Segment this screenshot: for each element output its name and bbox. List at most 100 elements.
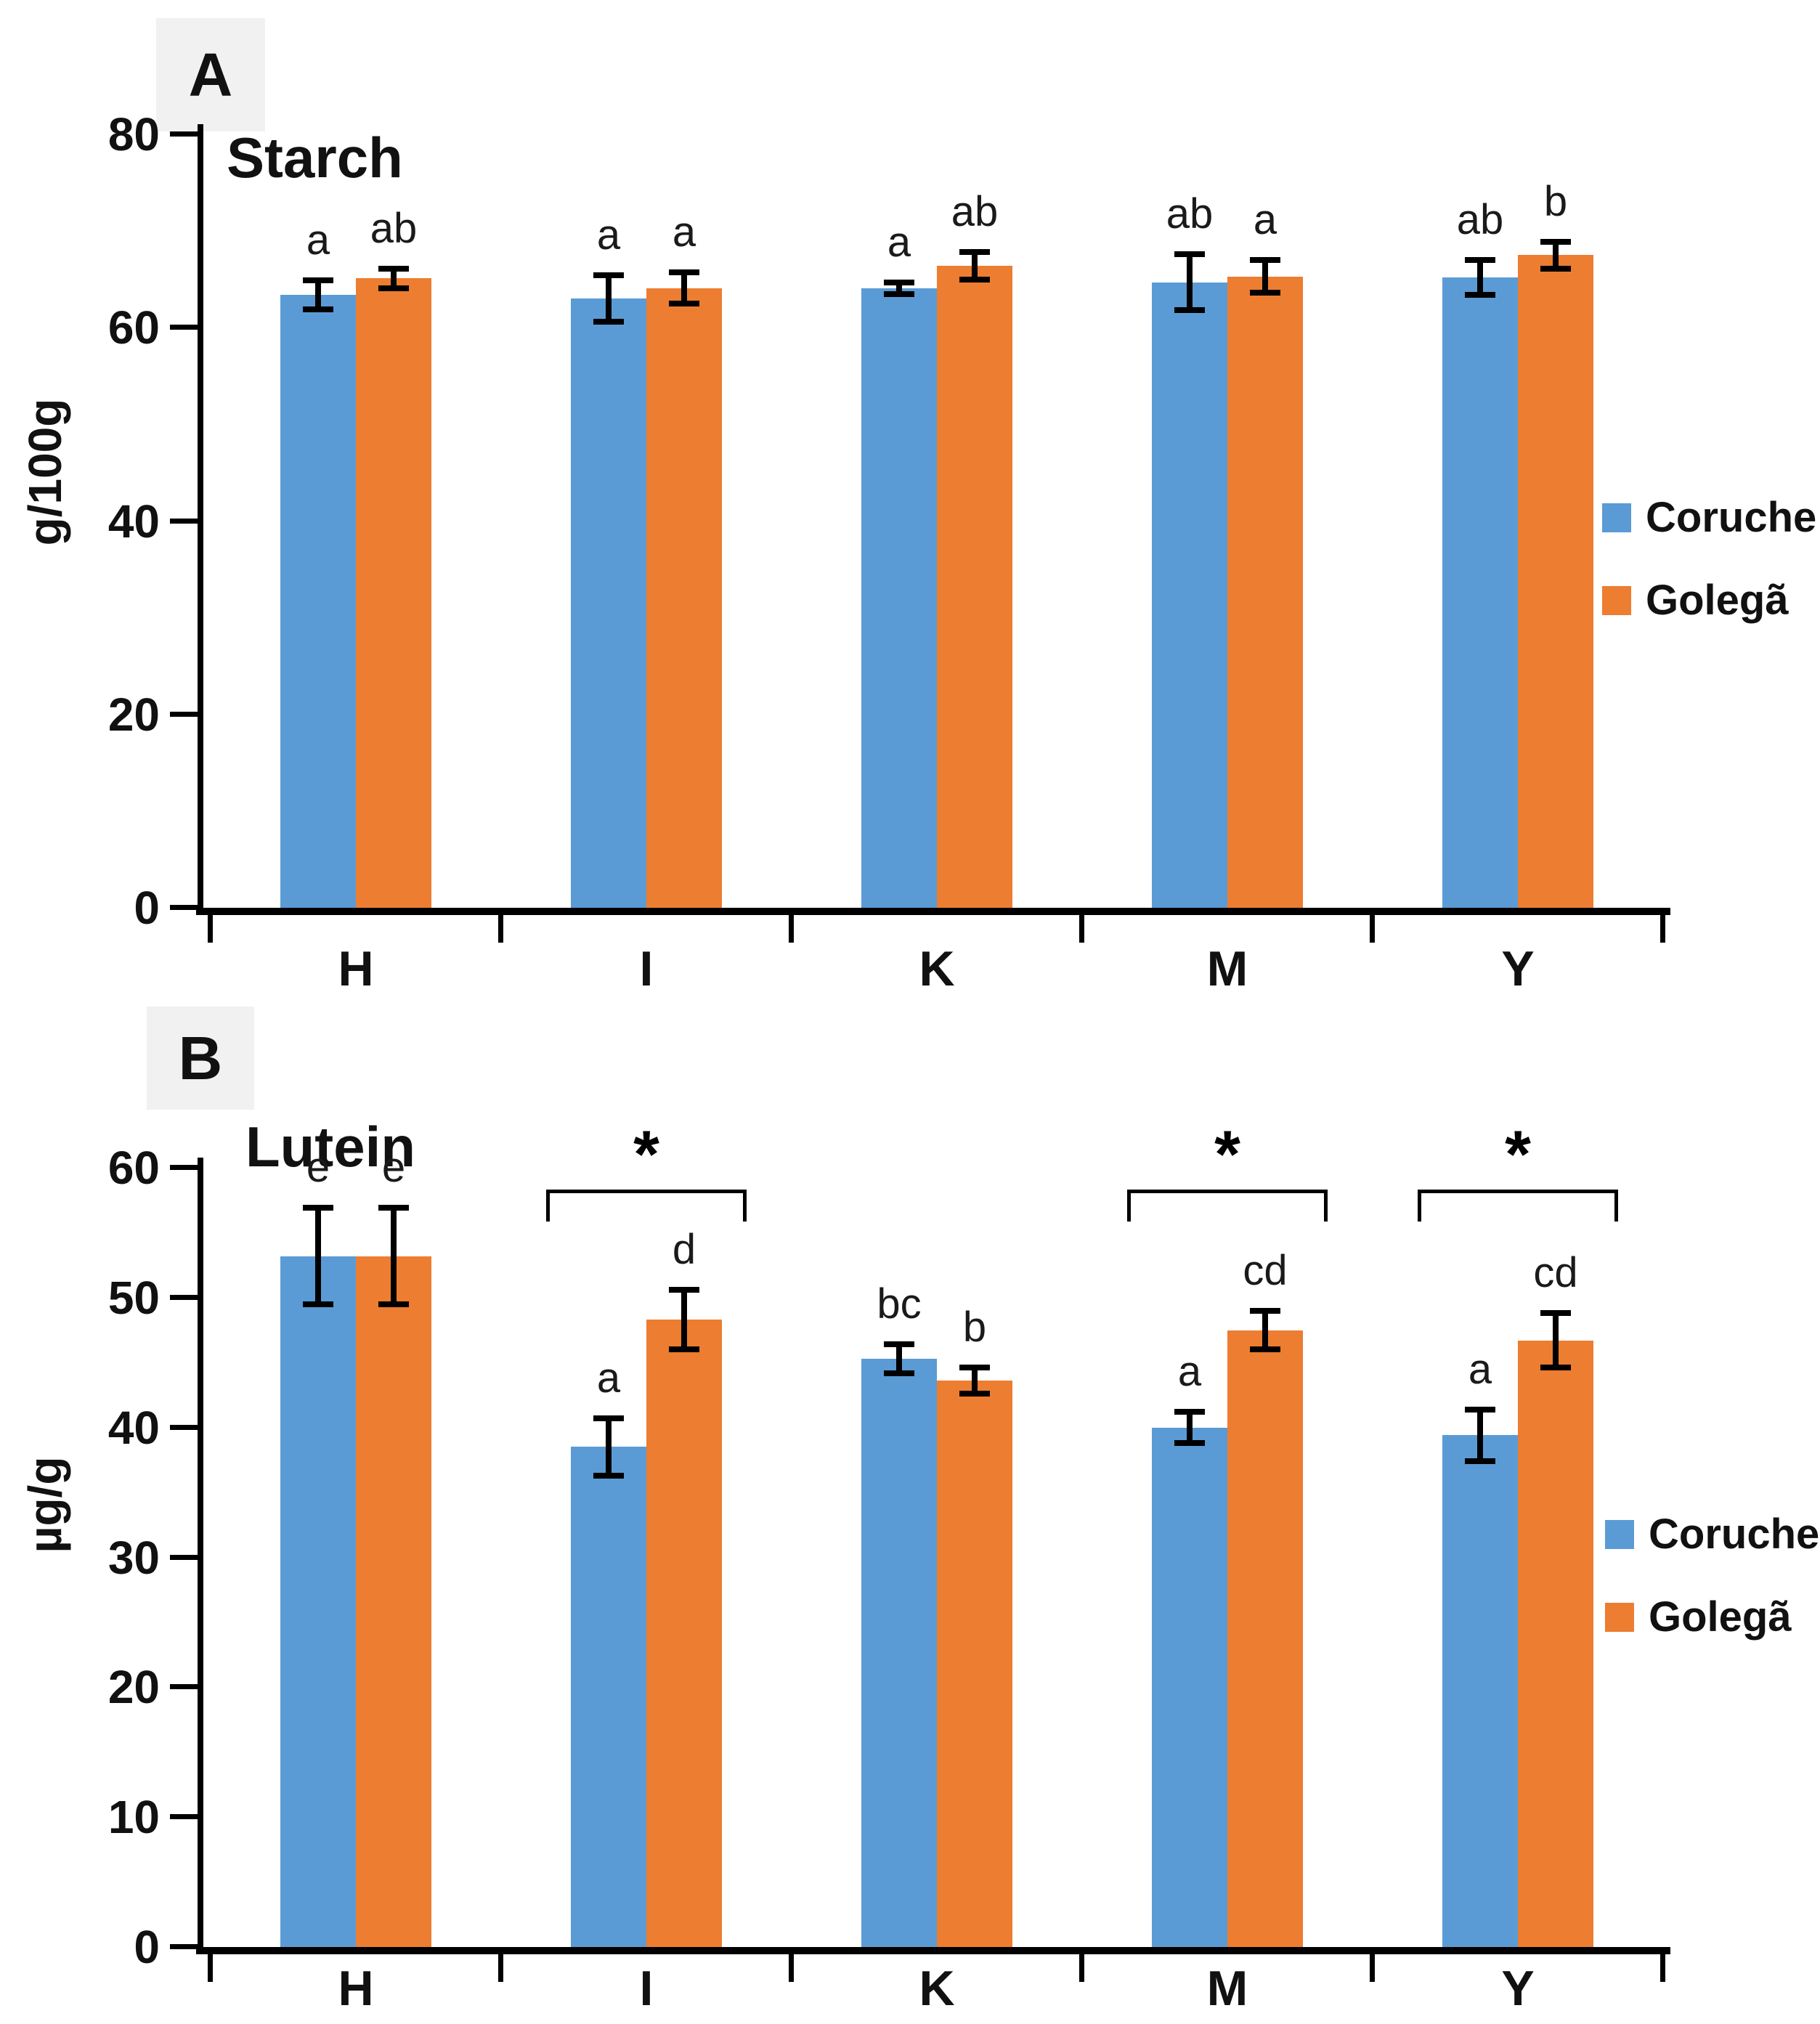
- y-tick-mark: [170, 905, 198, 910]
- error-bar-cap-bottom: [378, 1301, 409, 1307]
- significance-asterisk: *: [1214, 1118, 1240, 1192]
- bar-coruche-H: [280, 294, 356, 908]
- error-bar: [1262, 260, 1268, 293]
- bar-golegã-K: [937, 1381, 1012, 1947]
- error-bar: [896, 1344, 902, 1373]
- error-bar: [681, 272, 687, 304]
- significance-bracket-end-right: [1324, 1190, 1328, 1222]
- significance-bracket-end-left: [546, 1190, 550, 1222]
- error-bar: [315, 280, 321, 309]
- error-bar-cap-top: [593, 272, 624, 279]
- legend-swatch: [1602, 503, 1631, 532]
- y-tick-label: 60: [107, 1142, 160, 1194]
- error-bar: [681, 1290, 687, 1350]
- error-bar-cap-bottom: [1174, 1440, 1205, 1447]
- y-tick-mark: [170, 711, 198, 717]
- error-bar: [391, 1208, 397, 1304]
- error-bar-cap-bottom: [303, 1301, 333, 1307]
- error-bar: [972, 1367, 978, 1394]
- x-tick-mark: [789, 1954, 794, 1982]
- error-bar-cap-top: [959, 1365, 990, 1371]
- panel-a-label: A: [156, 18, 265, 131]
- error-bar: [391, 269, 397, 288]
- error-bar-cap-bottom: [1465, 291, 1495, 298]
- error-bar-cap-bottom: [1540, 266, 1571, 272]
- error-bar-cap-top: [884, 1341, 914, 1348]
- significance-bracket-end-right: [743, 1190, 747, 1222]
- significance-bracket: [546, 1190, 747, 1193]
- legend-swatch: [1605, 1603, 1634, 1632]
- x-tick-mark: [1079, 1954, 1084, 1982]
- error-bar: [315, 1208, 321, 1304]
- error-bar-cap-top: [593, 1415, 624, 1422]
- error-bar: [1262, 1310, 1268, 1350]
- x-tick-mark: [208, 915, 213, 943]
- significance-letter: a: [1177, 1348, 1202, 1396]
- y-tick-label: 80: [107, 108, 160, 160]
- bar-golegã-M: [1227, 276, 1303, 908]
- error-bar-cap-top: [1250, 257, 1280, 264]
- significance-letter: ab: [951, 188, 999, 236]
- bar-coruche-I: [571, 1447, 646, 1947]
- y-tick-label: 30: [107, 1531, 160, 1584]
- bar-coruche-K: [861, 288, 937, 908]
- x-tick-mark: [498, 1954, 503, 1982]
- y-tick-label: 10: [107, 1791, 160, 1844]
- y-tick-mark: [170, 1294, 198, 1300]
- significance-letter: a: [672, 208, 696, 256]
- significance-letter: ab: [370, 205, 418, 253]
- error-bar-cap-bottom: [884, 1370, 914, 1376]
- significance-letter: e: [381, 1144, 406, 1192]
- error-bar-cap-top: [1465, 257, 1495, 264]
- error-bar-cap-top: [959, 249, 990, 256]
- error-bar-cap-top: [1174, 1409, 1205, 1415]
- y-tick-label: 40: [107, 495, 160, 548]
- significance-letter: b: [1543, 177, 1568, 225]
- significance-letter: e: [306, 1144, 330, 1192]
- error-bar-cap-top: [1250, 1307, 1280, 1314]
- y-tick-label: 0: [134, 1921, 160, 1973]
- bar-coruche-K: [861, 1358, 937, 1947]
- error-bar-cap-bottom: [959, 1391, 990, 1397]
- bar-golegã-I: [646, 1320, 722, 1947]
- error-bar-cap-top: [1540, 238, 1571, 245]
- significance-letter: a: [887, 218, 911, 266]
- y-tick-mark: [170, 1424, 198, 1430]
- x-category-label: K: [919, 1961, 955, 2016]
- error-bar-cap-bottom: [593, 1472, 624, 1479]
- error-bar-cap-top: [669, 269, 699, 276]
- significance-bracket-end-left: [1418, 1190, 1421, 1222]
- legend-label: Golegã: [1646, 577, 1789, 624]
- x-axis-line: [196, 1947, 1670, 1954]
- x-category-label: Y: [1501, 941, 1535, 996]
- significance-letter: ab: [1456, 196, 1504, 244]
- y-tick-label: 40: [107, 1401, 160, 1454]
- bar-golegã-Y: [1518, 1340, 1593, 1947]
- significance-letter: a: [306, 216, 330, 264]
- error-bar-cap-top: [378, 1205, 409, 1211]
- y-axis-line: [198, 1158, 203, 1954]
- legend-label: Coruche: [1646, 494, 1817, 541]
- error-bar-cap-bottom: [1250, 290, 1280, 296]
- legend-swatch: [1605, 1520, 1634, 1549]
- error-bar: [1553, 241, 1559, 269]
- legend-b: Coruche Golegã: [1605, 1513, 1819, 1685]
- significance-letter: a: [596, 1354, 621, 1402]
- error-bar: [606, 275, 612, 322]
- error-bar: [1187, 254, 1193, 311]
- error-bar-cap-bottom: [1540, 1365, 1571, 1371]
- y-tick-label: 20: [107, 1661, 160, 1714]
- error-bar: [1477, 260, 1483, 295]
- bar-coruche-M: [1152, 282, 1227, 908]
- error-bar: [1477, 1409, 1483, 1462]
- significance-letter: ab: [1166, 190, 1214, 238]
- error-bar: [1553, 1313, 1559, 1368]
- x-tick-mark: [1079, 915, 1084, 943]
- chart-b-title: Lutein: [245, 1115, 415, 1179]
- bar-golegã-H: [356, 278, 431, 908]
- x-category-label: I: [639, 941, 654, 996]
- significance-bracket: [1418, 1190, 1618, 1193]
- x-tick-mark: [208, 1954, 213, 1982]
- y-tick-mark: [170, 1554, 198, 1560]
- error-bar-cap-top: [1540, 1310, 1571, 1317]
